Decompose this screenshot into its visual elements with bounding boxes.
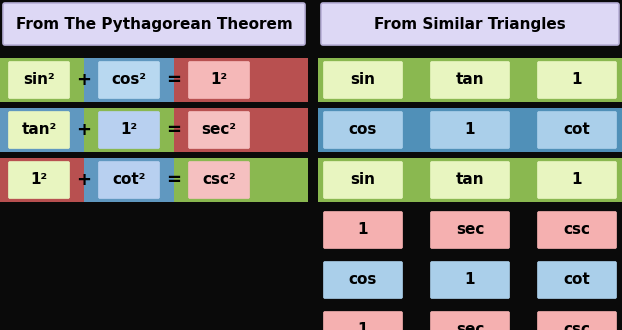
Bar xyxy=(84,158,174,202)
FancyBboxPatch shape xyxy=(323,61,402,98)
FancyBboxPatch shape xyxy=(323,312,402,330)
FancyBboxPatch shape xyxy=(98,61,159,98)
Bar xyxy=(84,108,174,152)
Text: sin: sin xyxy=(351,73,376,87)
FancyBboxPatch shape xyxy=(323,112,402,148)
Text: cos²: cos² xyxy=(111,73,147,87)
Text: 1: 1 xyxy=(572,73,582,87)
FancyBboxPatch shape xyxy=(188,161,249,199)
FancyBboxPatch shape xyxy=(430,161,509,199)
Text: 1: 1 xyxy=(465,273,475,287)
Text: sec: sec xyxy=(456,322,484,330)
Text: 1: 1 xyxy=(358,222,368,238)
Text: 1: 1 xyxy=(465,122,475,138)
Text: cot: cot xyxy=(564,273,590,287)
Text: 1: 1 xyxy=(572,173,582,187)
FancyBboxPatch shape xyxy=(430,61,509,98)
Text: csc: csc xyxy=(564,222,590,238)
FancyBboxPatch shape xyxy=(323,161,402,199)
FancyBboxPatch shape xyxy=(9,112,70,148)
Text: sin²: sin² xyxy=(23,73,55,87)
Text: cos: cos xyxy=(349,273,377,287)
Text: =: = xyxy=(167,121,182,139)
FancyBboxPatch shape xyxy=(537,261,616,299)
FancyBboxPatch shape xyxy=(321,3,619,45)
Bar xyxy=(174,158,308,202)
Text: cot: cot xyxy=(564,122,590,138)
Text: cot²: cot² xyxy=(113,173,146,187)
Text: From Similar Triangles: From Similar Triangles xyxy=(374,16,566,31)
FancyBboxPatch shape xyxy=(537,212,616,248)
FancyBboxPatch shape xyxy=(430,112,509,148)
Bar xyxy=(318,158,622,202)
Bar xyxy=(318,108,622,152)
Text: +: + xyxy=(77,171,91,189)
Text: csc²: csc² xyxy=(202,173,236,187)
Text: sec: sec xyxy=(456,222,484,238)
Text: =: = xyxy=(167,71,182,89)
Text: cos: cos xyxy=(349,122,377,138)
FancyBboxPatch shape xyxy=(323,261,402,299)
FancyBboxPatch shape xyxy=(430,212,509,248)
Text: sec²: sec² xyxy=(202,122,236,138)
FancyBboxPatch shape xyxy=(323,212,402,248)
FancyBboxPatch shape xyxy=(537,112,616,148)
Text: tan²: tan² xyxy=(21,122,57,138)
FancyBboxPatch shape xyxy=(537,61,616,98)
Text: 1²: 1² xyxy=(30,173,47,187)
Bar xyxy=(174,108,308,152)
FancyBboxPatch shape xyxy=(537,161,616,199)
FancyBboxPatch shape xyxy=(98,161,159,199)
Text: csc: csc xyxy=(564,322,590,330)
Text: 1²: 1² xyxy=(121,122,137,138)
FancyBboxPatch shape xyxy=(9,61,70,98)
FancyBboxPatch shape xyxy=(430,312,509,330)
Text: From The Pythagorean Theorem: From The Pythagorean Theorem xyxy=(16,16,292,31)
Text: 1: 1 xyxy=(358,322,368,330)
FancyBboxPatch shape xyxy=(537,312,616,330)
Text: +: + xyxy=(77,121,91,139)
Text: 1²: 1² xyxy=(210,73,228,87)
Bar xyxy=(318,58,622,102)
Text: +: + xyxy=(77,71,91,89)
Bar xyxy=(0,158,84,202)
Text: tan: tan xyxy=(456,73,485,87)
Bar xyxy=(0,58,84,102)
FancyBboxPatch shape xyxy=(430,261,509,299)
Text: tan: tan xyxy=(456,173,485,187)
Bar xyxy=(84,58,174,102)
Text: =: = xyxy=(167,171,182,189)
FancyBboxPatch shape xyxy=(188,112,249,148)
Bar xyxy=(0,108,84,152)
FancyBboxPatch shape xyxy=(98,112,159,148)
FancyBboxPatch shape xyxy=(9,161,70,199)
FancyBboxPatch shape xyxy=(188,61,249,98)
Text: sin: sin xyxy=(351,173,376,187)
Bar xyxy=(174,58,308,102)
FancyBboxPatch shape xyxy=(3,3,305,45)
